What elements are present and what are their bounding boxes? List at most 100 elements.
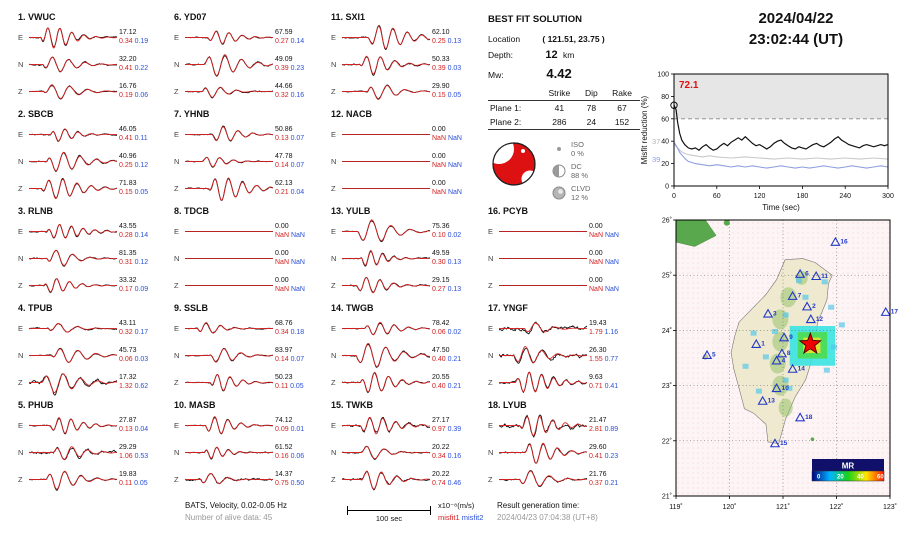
station-title: 15. TWKB <box>331 400 374 410</box>
peak-amplitude: 44.66 <box>275 83 293 90</box>
misfit2-value: NaN <box>447 135 462 142</box>
component-row-E: E 78.42 0.06 0.02 <box>331 315 483 342</box>
peak-amplitude: 20.22 <box>432 471 450 478</box>
waveform-trace <box>342 161 430 162</box>
station-panel-SXI1: 11. SXI1 E 62.10 0.25 0.13 N 50.33 0.39 0.03 Z 2… <box>331 12 483 107</box>
focal-mechanism-beachball-icon <box>492 142 536 186</box>
component-row-N: N 29.29 1.06 0.53 <box>18 439 170 466</box>
component-label: N <box>174 254 180 263</box>
component-row-Z: Z 19.83 0.11 0.05 <box>18 466 170 493</box>
component-row-Z: Z 62.13 0.21 0.04 <box>174 175 326 202</box>
misfit2-value: 0.13 <box>447 259 462 266</box>
misfit1-value: 0.21 <box>275 189 289 196</box>
waveform-trace <box>185 322 273 334</box>
component-row-N: N 47.50 0.40 0.21 <box>331 342 483 369</box>
peak-amplitude: 43.11 <box>119 320 136 327</box>
plane2-rake: 152 <box>604 115 640 130</box>
misfit1-value: 0.41 <box>119 65 133 72</box>
peak-amplitude: 74.12 <box>275 417 293 424</box>
waveform-trace <box>29 417 117 435</box>
misfit1-value: 0.17 <box>119 286 133 293</box>
misfit1-value: 0.27 <box>275 38 289 45</box>
waveform-trace <box>185 446 273 460</box>
iso-label: ISO <box>571 140 584 149</box>
misfit1-value: 0.15 <box>119 189 133 196</box>
waveform-trace <box>499 414 587 438</box>
mr-colorbar: MR 0 20 40 60 <box>811 459 884 482</box>
station-panel-SSLB: 9. SSLB E 68.76 0.34 0.18 N 83.97 0.14 0.07 Z 50… <box>174 303 326 398</box>
location-value: ( 121.51, 23.75 ) <box>542 34 605 44</box>
waveform-trace <box>185 472 273 485</box>
waveform-trace <box>342 371 430 394</box>
station-panel-LYUB: 18. LYUB E 21.47 2.81 0.89 N 29.60 0.41 0.23 Z 2… <box>488 400 640 495</box>
component-row-E: E 62.10 0.25 0.13 <box>331 24 483 51</box>
peak-amplitude: 50.33 <box>432 56 450 63</box>
misfit1-value: 0.40 <box>432 383 446 390</box>
misfit1-value: 0.14 <box>275 356 289 363</box>
peak-amplitude: 45.73 <box>119 347 137 354</box>
waveform-trace <box>29 84 117 100</box>
trace-values: 62.13 0.21 0.04 <box>275 179 327 197</box>
misfit2-value: 0.39 <box>447 426 462 433</box>
scalebar-right-tick <box>430 506 432 515</box>
component-label: E <box>331 227 337 236</box>
misfit2-value: 0.21 <box>447 383 462 390</box>
waveform-trace <box>29 151 117 172</box>
misfit1-value: 1.06 <box>119 453 133 460</box>
plane2-strike: 286 <box>540 115 579 130</box>
threshold-shaded-region <box>674 74 888 119</box>
component-row-N: N 32.20 0.41 0.22 <box>18 51 170 78</box>
component-label: E <box>18 324 24 333</box>
trace-values: 20.22 0.34 0.16 <box>432 443 484 461</box>
misfit1-value: NaN <box>432 162 447 169</box>
station-panel-NACB: 12. NACB E 0.00 NaN NaN N 0.00 NaN NaN Z 0.00 NaN… <box>331 109 483 204</box>
waveform-trace <box>185 258 273 259</box>
peak-amplitude: 17.32 <box>119 374 137 381</box>
peak-amplitude: 0.00 <box>432 153 446 160</box>
trace-values: 47.78 0.14 0.07 <box>275 152 327 170</box>
component-label: N <box>488 448 494 457</box>
map-station-number: 5 <box>712 352 716 359</box>
iso-value: 0 % <box>571 149 584 158</box>
colorbar-tick-label: 20 <box>837 475 844 481</box>
component-row-Z: Z 29.90 0.15 0.05 <box>331 78 483 105</box>
peak-amplitude: 29.60 <box>589 444 607 451</box>
component-label: N <box>488 351 494 360</box>
lat-tick-label: 23˚ <box>662 382 672 390</box>
lon-tick-label: 121˚ <box>776 503 790 511</box>
misfit2-value: 1.16 <box>604 329 619 336</box>
misfit1-value: 0.06 <box>119 356 133 363</box>
map-station-marker: 3 <box>762 308 777 318</box>
misfit2-value: 0.23 <box>290 65 305 72</box>
misfit2-value: 0.18 <box>290 329 305 336</box>
map-station-marker: 7 <box>787 290 802 300</box>
waveform-trace <box>29 56 117 73</box>
station-panel-TDCB: 8. TDCB E 0.00 NaN NaN N 0.00 NaN NaN Z 0.00 NaN … <box>174 206 326 301</box>
trace-values: 0.00 NaN NaN <box>432 125 484 143</box>
waveform-trace <box>29 223 117 239</box>
map-station-number: 15 <box>780 440 788 447</box>
misfit-reduction-chart: 0 20 40 60 80 100 0 60 120 180 240 300 72.1 37 39Misfi… <box>640 72 894 213</box>
map-station-marker: 16 <box>830 236 848 246</box>
component-row-E: E 27.87 0.13 0.04 <box>18 412 170 439</box>
waveform-trace <box>499 442 587 464</box>
misfit2-value: 0.05 <box>447 92 462 99</box>
component-row-N: N 0.00 NaN NaN <box>174 245 326 272</box>
waveform-trace <box>342 25 430 50</box>
peak-amplitude: 43.55 <box>119 223 137 230</box>
peak-amplitude: 50.86 <box>275 126 293 133</box>
trace-values: 40.96 0.25 0.12 <box>119 152 171 170</box>
trace-values: 14.37 0.75 0.50 <box>275 470 327 488</box>
component-label: E <box>18 421 24 430</box>
shaking-speckle-cell <box>796 278 803 284</box>
trace-values: 50.33 0.39 0.03 <box>432 55 484 73</box>
station-title: 7. YHNB <box>174 109 210 119</box>
misfit1-value: 0.15 <box>432 92 446 99</box>
station-title: 17. YNGF <box>488 303 528 313</box>
waveform-trace <box>185 348 273 363</box>
misfit1-value: 0.31 <box>119 259 133 266</box>
component-row-N: N 45.73 0.06 0.03 <box>18 342 170 369</box>
station-title: 18. LYUB <box>488 400 527 410</box>
waveform-trace <box>29 373 117 396</box>
